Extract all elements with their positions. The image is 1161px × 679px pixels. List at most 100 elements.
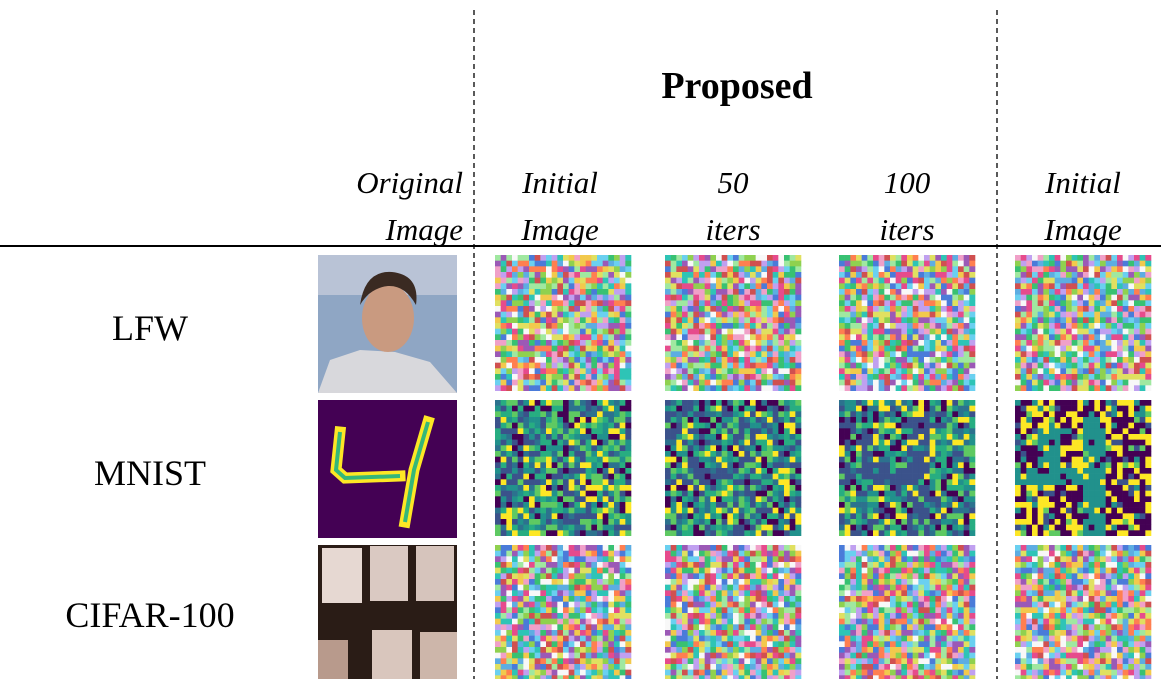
noise-pixel [699,417,705,423]
noise-pixel [529,545,535,551]
noise-pixel [1037,345,1044,352]
noise-pixel [895,255,902,261]
noise-pixel [784,502,790,508]
noise-pixel [1054,266,1061,273]
noise-pixel [873,289,879,295]
noise-pixel [506,618,513,625]
noise-pixel [1015,255,1021,261]
noise-pixel [580,451,586,457]
noise-pixel [861,340,868,346]
noise-pixel [755,439,762,446]
noise-pixel [772,513,779,520]
noise-pixel [625,524,632,531]
noise-pixel [682,294,688,301]
noise-pixel [1100,462,1106,469]
noise-pixel [873,513,879,520]
noise-pixel [1122,462,1129,469]
noise-pixel [963,439,970,446]
noise-pixel [918,524,925,531]
noise-pixel [540,485,547,491]
noise-pixel [784,255,790,261]
noise-pixel [580,328,586,335]
noise-pixel [500,283,507,290]
noise-pixel [704,513,711,520]
noise-pixel [1128,417,1135,423]
noise-pixel [500,473,507,480]
noise-pixel [969,277,976,284]
noise-pixel [895,385,902,391]
noise-pixel [744,385,751,391]
noise-pixel [856,507,862,514]
noise-pixel [935,485,942,491]
noise-pixel [935,294,942,301]
noise-pixel [867,340,874,346]
noise-pixel [1111,283,1118,290]
noise-pixel [529,451,535,457]
noise-pixel [580,306,586,312]
noise-pixel [839,294,845,301]
noise-pixel [867,473,874,480]
noise-pixel [699,379,705,386]
noise-pixel [1117,260,1123,267]
noise-pixel [721,294,728,301]
noise-pixel [1083,411,1089,418]
noise-pixel [890,334,896,341]
noise-pixel [580,294,586,301]
noise-pixel [963,524,970,531]
noise-pixel [1117,439,1123,446]
noise-pixel [733,266,739,273]
noise-pixel [563,496,569,503]
noise-pixel [929,417,936,423]
noise-pixel [591,607,598,614]
noise-pixel [495,311,501,318]
noise-pixel [784,428,790,435]
noise-pixel [784,368,790,375]
key [372,630,412,679]
noise-pixel [907,277,913,284]
noise-pixel [721,306,728,312]
noise-pixel [750,524,756,531]
noise-pixel [693,255,700,261]
noise-pixel [614,513,620,520]
noise-pixel [789,266,796,273]
noise-pixel [789,328,796,335]
noise-pixel [546,573,552,580]
noise-pixel [946,530,953,536]
noise-pixel [529,417,535,423]
noise-pixel [895,434,902,440]
noise-pixel [878,496,885,503]
noise-pixel [1122,328,1129,335]
noise-pixel [844,468,851,474]
noise-pixel [890,294,896,301]
noise-pixel [901,345,908,352]
noise-pixel [597,624,603,631]
noise-pixel [614,550,620,557]
noise-pixel [540,530,547,536]
noise-pixel [844,519,851,525]
noise-pixel [534,573,541,580]
noise-pixel [676,456,683,463]
noise-pixel [1077,334,1084,341]
noise-pixel [517,379,524,386]
noise-pixel [890,317,896,324]
noise-pixel [699,468,705,474]
noise-pixel [878,462,885,469]
noise-pixel [1111,519,1118,525]
noise-pixel [546,374,552,380]
noise-pixel [523,283,530,290]
noise-pixel [608,451,615,457]
noise-pixel [856,317,862,324]
noise-pixel [839,255,845,261]
noise-pixel [738,507,745,514]
noise-pixel [676,323,683,329]
noise-pixel [585,530,592,536]
noise-pixel [676,513,683,520]
noise-pixel [512,266,518,273]
noise-pixel [946,422,953,429]
noise-pixel [844,266,851,273]
noise-pixel [907,519,913,525]
noise-pixel [585,624,592,631]
noise-pixel [1060,328,1067,335]
noise-pixel [1100,445,1106,452]
noise-pixel [856,311,862,318]
